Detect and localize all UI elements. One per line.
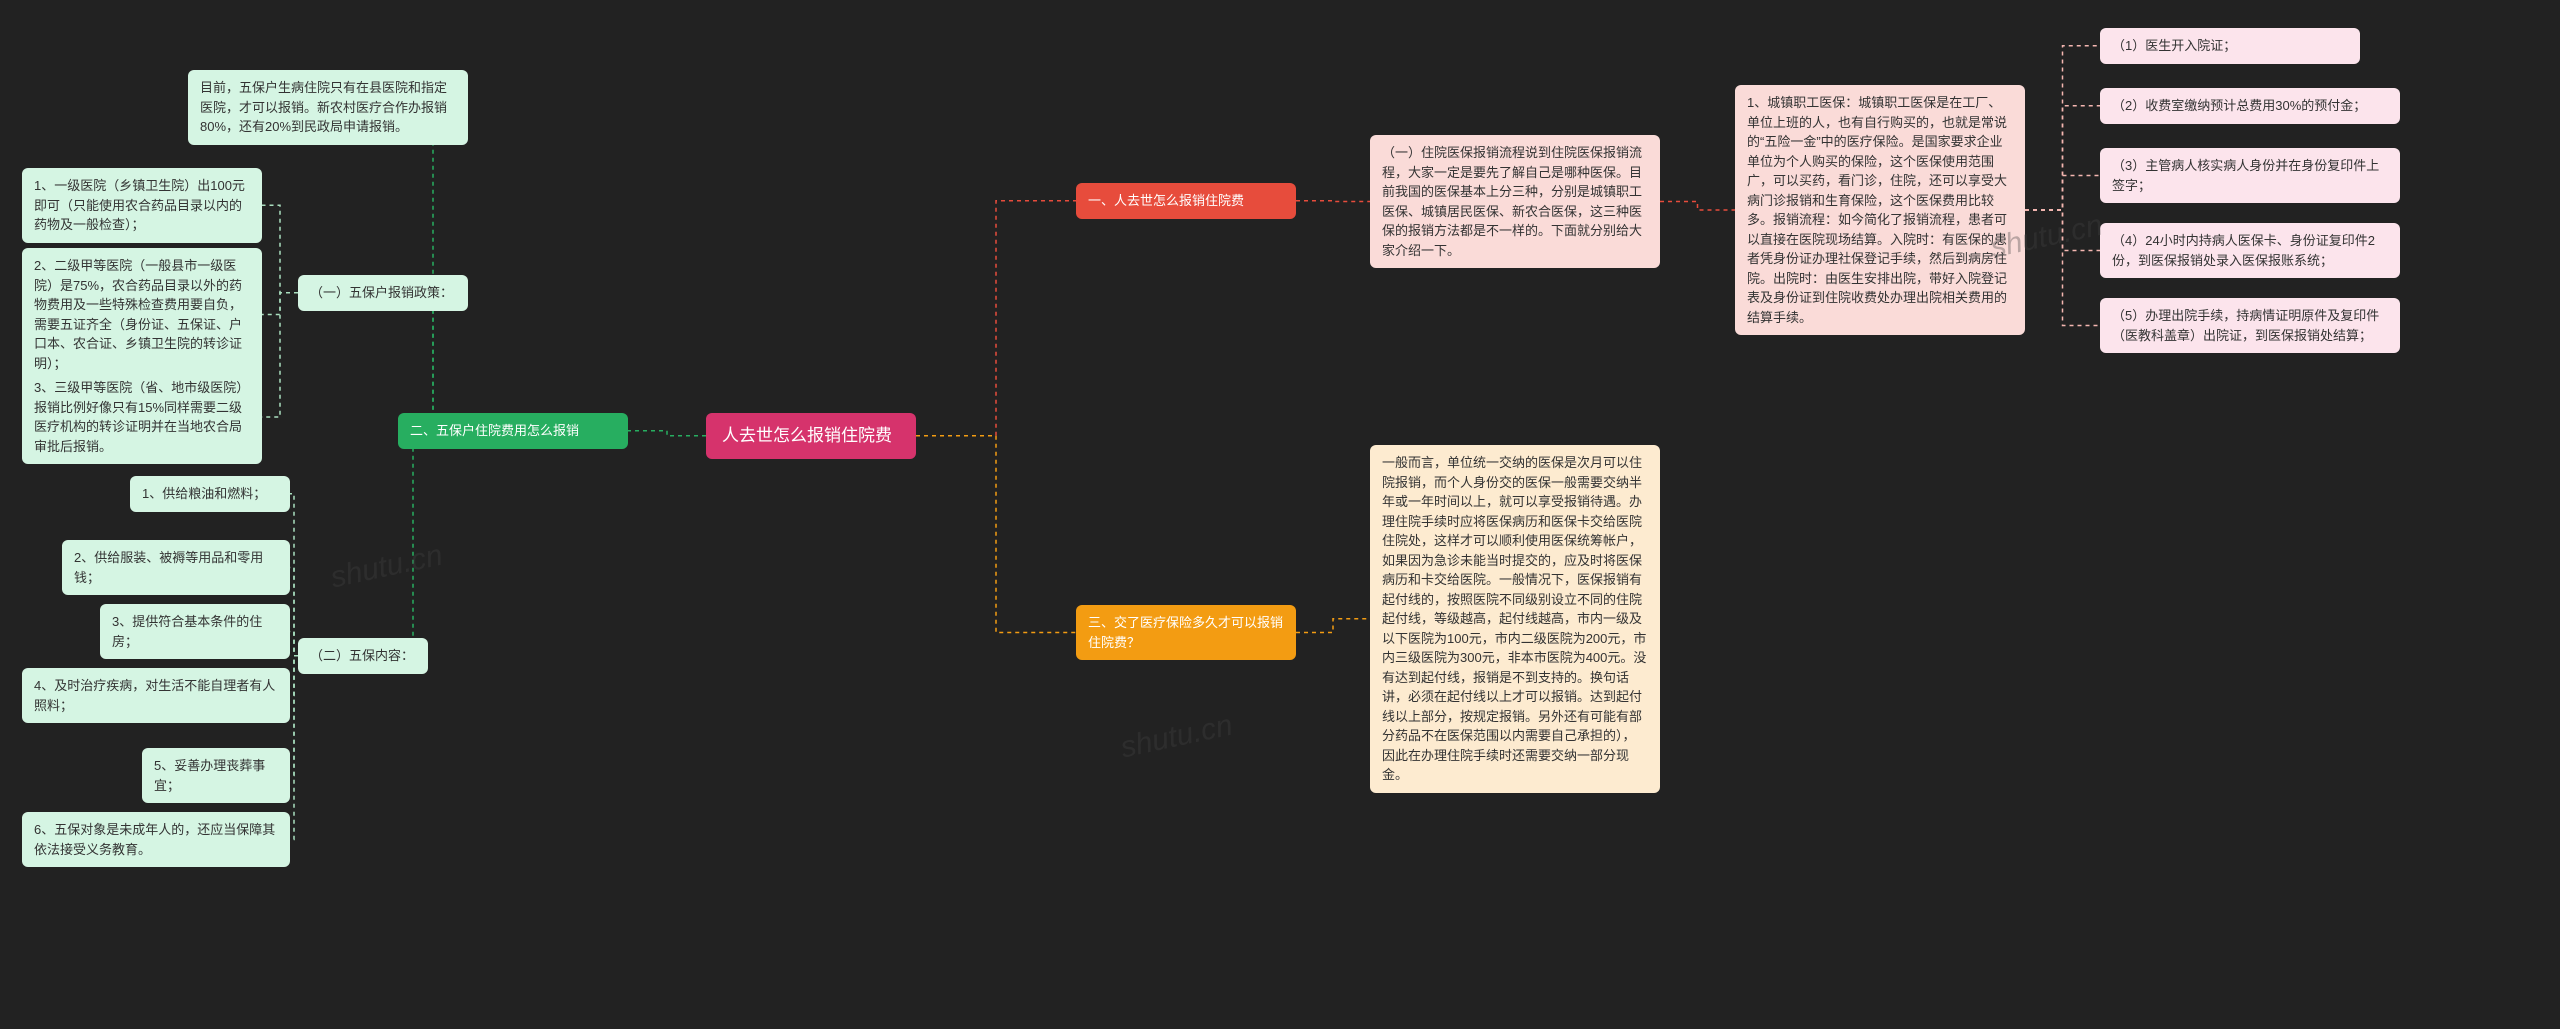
node-s1c5: （5）办理出院手续，持病情证明原件及复印件（医教科盖章）出院证，到医保报销处结算…: [2100, 298, 2400, 353]
edge: [290, 656, 298, 696]
node-s1c4: （4）24小时内持病人医保卡、身份证复印件2份，到医保报销处录入医保报账系统；: [2100, 223, 2400, 278]
node-s3a: 一般而言，单位统一交纳的医保是次月可以住院报销，而个人身份交的医保一般需要交纳半…: [1370, 445, 1660, 793]
node-s1c2: （2）收费室缴纳预计总费用30%的预付金；: [2100, 88, 2400, 124]
node-s1c3: （3）主管病人核实病人身份并在身份复印件上签字；: [2100, 148, 2400, 203]
node-s1c1: （1）医生开入院证；: [2100, 28, 2360, 64]
edge: [1296, 619, 1370, 633]
edge: [2025, 176, 2100, 211]
node-s2p1c: 3、三级甲等医院（省、地市级医院）报销比例好像只有15%同样需要二级医疗机构的转…: [22, 370, 262, 464]
edge: [916, 436, 1076, 633]
edge: [1660, 202, 1735, 211]
node-s1: 一、人去世怎么报销住院费: [1076, 183, 1296, 219]
edge: [290, 656, 298, 840]
node-center: 人去世怎么报销住院费: [706, 413, 916, 459]
edge: [398, 431, 428, 656]
node-s2p1: （一）五保户报销政策：: [298, 275, 468, 311]
edge: [398, 293, 468, 431]
node-s1a: （一）住院医保报销流程说到住院医保报销流程，大家一定是要先了解自己是哪种医保。目…: [1370, 135, 1660, 268]
edge: [262, 205, 298, 293]
node-s2p2c: 3、提供符合基本条件的住房；: [100, 604, 290, 659]
node-s2p2: （二）五保内容：: [298, 638, 428, 674]
node-s2p2a: 1、供给粮油和燃料；: [130, 476, 290, 512]
edge: [290, 568, 298, 656]
edge: [2025, 106, 2100, 210]
edge: [2025, 210, 2100, 251]
node-s2: 二、五保户住院费用怎么报销: [398, 413, 628, 449]
edge: [2025, 210, 2100, 326]
node-s2p2f: 6、五保对象是未成年人的，还应当保障其依法接受义务教育。: [22, 812, 290, 867]
edge: [398, 107, 468, 431]
edge: [628, 431, 706, 436]
watermark: shutu.cn: [328, 539, 446, 596]
node-s2p1b: 2、二级甲等医院（一般县市一级医院）是75%，农合药品目录以外的药物费用及一些特…: [22, 248, 262, 381]
edge: [2025, 46, 2100, 210]
node-s2p1a: 1、一级医院（乡镇卫生院）出100元即可（只能使用农合药品目录以内的药物及一般检…: [22, 168, 262, 243]
edge: [1296, 201, 1370, 202]
edge: [262, 293, 298, 417]
node-s2p2e: 5、妥善办理丧葬事宜；: [142, 748, 290, 803]
node-s1b: 1、城镇职工医保：城镇职工医保是在工厂、单位上班的人，也有自行购买的，也就是常说…: [1735, 85, 2025, 335]
edge: [290, 494, 298, 656]
edge: [290, 632, 298, 656]
edge: [916, 201, 1076, 436]
watermark: shutu.cn: [1118, 709, 1236, 766]
node-s3: 三、交了医疗保险多久才可以报销住院费？: [1076, 605, 1296, 660]
node-s2p2b: 2、供给服装、被褥等用品和零用钱；: [62, 540, 290, 595]
edge: [262, 293, 298, 315]
edge: [290, 656, 298, 776]
node-s2top: 目前，五保户生病住院只有在县医院和指定医院，才可以报销。新农村医疗合作办报销80…: [188, 70, 468, 145]
node-s2p2d: 4、及时治疗疾病，对生活不能自理者有人照料；: [22, 668, 290, 723]
